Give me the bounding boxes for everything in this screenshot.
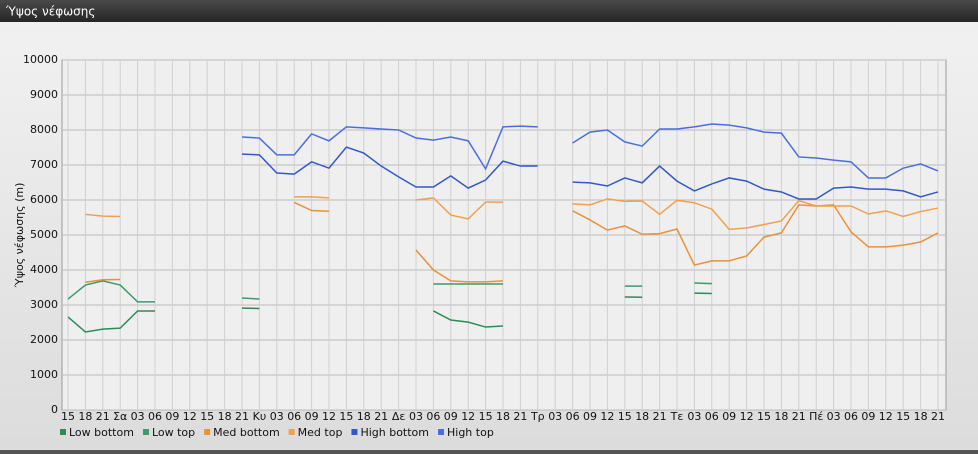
y-tick-label: 1000 [30,368,58,381]
series-line [85,201,939,283]
x-tick-label: 06 [148,410,162,423]
x-tick-label: 06 [566,410,580,423]
x-tick-label: 15 [200,410,214,423]
y-tick-label: 2000 [30,333,58,346]
legend-label: Med top [298,426,343,439]
x-tick-label: 18 [357,410,371,423]
x-tick-label: 18 [496,410,510,423]
x-tick-label: 09 [583,410,597,423]
y-axis-label: Ύψος νέφωσης (m) [13,183,26,289]
x-tick-label: 18 [914,410,928,423]
x-tick-label: 21 [513,410,527,423]
x-tick-label: 12 [183,410,197,423]
x-tick-label: 18 [774,410,788,423]
x-tick-label: 21 [96,410,110,423]
legend-label: High top [447,426,494,439]
x-tick-label: Δε [392,410,406,423]
x-tick-label: 12 [461,410,475,423]
x-tick-label: 12 [600,410,614,423]
series-line [67,292,712,333]
x-tick-label: 03 [548,410,562,423]
x-tick-label: 18 [218,410,232,423]
x-tick-label: 06 [426,410,440,423]
x-tick-label: 03 [270,410,284,423]
x-tick-label: 15 [479,410,493,423]
x-tick-label: 03 [131,410,145,423]
series-line [67,280,712,303]
legend-swatch [351,429,358,435]
x-tick-label: Τρ [530,410,545,423]
x-tick-label: 12 [322,410,336,423]
legend-swatch [204,429,211,435]
x-tick-label: 15 [896,410,910,423]
x-tick-label: 06 [287,410,301,423]
x-tick-label: 12 [879,410,893,423]
series-line [85,196,939,231]
x-tick-label: 18 [635,410,649,423]
x-tick-label: 15 [618,410,632,423]
legend-label: Low top [152,426,195,439]
series-line [241,123,939,179]
legend-swatch [142,429,149,435]
x-tick-label: 15 [61,410,75,423]
x-tick-label: 21 [653,410,667,423]
y-tick-label: 3000 [30,298,58,311]
x-tick-label: 21 [792,410,806,423]
x-tick-label: 09 [444,410,458,423]
x-tick-label: 15 [339,410,353,423]
x-tick-label: 21 [931,410,945,423]
title-bar [0,0,978,22]
x-tick-label: 06 [844,410,858,423]
y-tick-label: 9000 [30,88,58,101]
y-tick-label: 6000 [30,193,58,206]
x-tick-label: 21 [374,410,388,423]
legend-swatch [288,429,295,435]
y-tick-label: 8000 [30,123,58,136]
x-tick-label: 03 [687,410,701,423]
x-tick-label: Σα [113,410,127,423]
x-tick-label: 15 [757,410,771,423]
legend-swatch [438,429,444,435]
x-tick-label: 06 [705,410,719,423]
x-tick-label: 09 [861,410,875,423]
x-tick-label: Πέ [809,410,823,423]
y-tick-label: 0 [51,403,58,416]
x-tick-label: Τε [670,410,684,423]
x-tick-label: 09 [722,410,736,423]
x-tick-label: 12 [740,410,754,423]
x-tick-label: Κυ [253,410,267,423]
x-tick-label: 21 [235,410,249,423]
legend-label: High bottom [360,426,429,439]
y-tick-label: 5000 [30,228,58,241]
series-line [241,146,939,200]
x-tick-label: 03 [827,410,841,423]
chart-title: Ύψος νέφωσης [5,5,95,19]
x-tick-label: 03 [409,410,423,423]
y-tick-label: 10000 [23,53,58,66]
x-tick-label: 09 [305,410,319,423]
legend-swatch [60,429,66,435]
x-tick-label: 09 [165,410,179,423]
x-tick-label: 18 [78,410,92,423]
y-tick-label: 7000 [30,158,58,171]
legend-label: Med bottom [213,426,280,439]
legend-label: Low bottom [69,426,134,439]
y-tick-label: 4000 [30,263,58,276]
